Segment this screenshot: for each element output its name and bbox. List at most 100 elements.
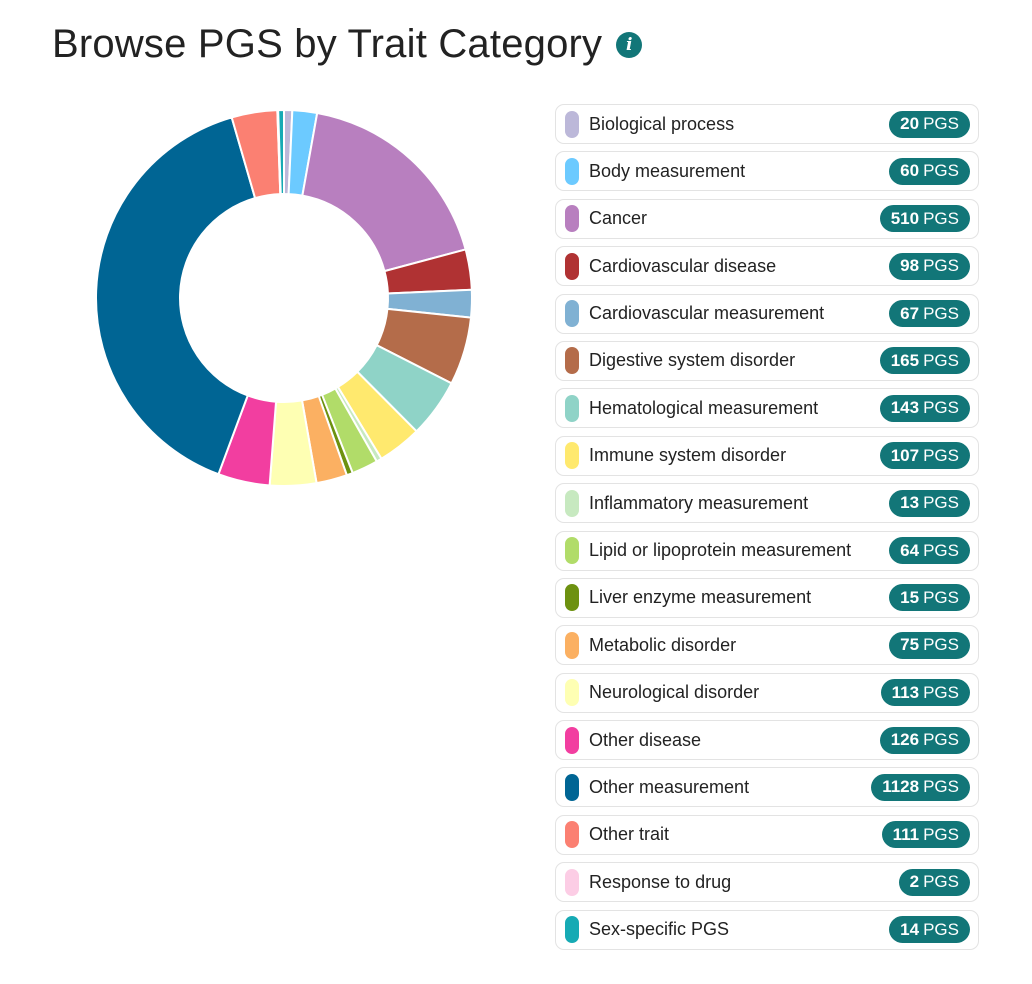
legend-label: Cancer — [589, 208, 648, 229]
count-value: 126 — [890, 730, 920, 750]
count-value: 60 — [900, 161, 920, 181]
count-unit: PGS — [923, 350, 959, 370]
count-value: 15 — [900, 587, 920, 607]
legend-item[interactable]: Biological process 20 PGS — [555, 104, 979, 144]
legend-swatch — [565, 394, 579, 422]
legend-swatch — [565, 300, 579, 328]
count-unit: PGS — [923, 682, 959, 702]
legend-label: Cardiovascular disease — [589, 255, 777, 276]
legend-item[interactable]: Cancer 510 PGS — [555, 198, 979, 239]
count-value: 67 — [900, 303, 920, 323]
count-value: 2 — [909, 872, 920, 892]
legend-swatch — [565, 773, 579, 801]
donut-slice[interactable] — [277, 108, 285, 196]
legend-item[interactable]: Immune system disorder 107 PGS — [555, 435, 979, 476]
count-badge: 113 PGS — [880, 679, 970, 707]
count-badge: 111 PGS — [881, 821, 970, 849]
legend-item[interactable]: Other trait 111 PGS — [555, 814, 979, 855]
legend-swatch — [565, 489, 579, 517]
legend-label: Body measurement — [589, 160, 746, 181]
legend-label: Cardiovascular measurement — [589, 303, 825, 324]
legend-label: Other measurement — [589, 776, 750, 797]
count-value: 13 — [900, 493, 920, 513]
category-legend: Biological process 20 PGS Body measurement 6… — [555, 104, 979, 957]
legend-item[interactable]: Digestive system disorder 165 PGS — [555, 340, 979, 381]
legend-swatch — [565, 537, 579, 565]
count-unit: PGS — [923, 540, 959, 560]
count-unit: PGS — [923, 445, 959, 465]
count-unit: PGS — [923, 777, 959, 797]
count-value: 20 — [900, 114, 920, 133]
count-badge: 67 PGS — [889, 300, 970, 328]
count-value: 1128 — [882, 777, 920, 797]
legend-label: Neurological disorder — [589, 682, 760, 703]
legend-item[interactable]: Sex-specific PGS 14 PGS — [555, 909, 979, 950]
count-badge: 64 PGS — [889, 537, 970, 565]
legend-label: Liver enzyme measurement — [589, 587, 812, 608]
legend-item[interactable]: Response to drug 2 PGS — [555, 862, 979, 903]
count-badge: 126 PGS — [879, 726, 970, 754]
count-badge: 98 PGS — [889, 252, 970, 280]
legend-item[interactable]: Liver enzyme measurement 15 PGS — [555, 577, 979, 618]
legend-label: Biological process — [589, 113, 735, 134]
page-title: Browse PGS by Trait Category — [52, 22, 603, 66]
legend-swatch — [565, 442, 579, 470]
count-badge: 60 PGS — [889, 157, 970, 185]
count-badge: 13 PGS — [889, 489, 970, 517]
count-value: 98 — [900, 256, 920, 276]
legend-item[interactable]: Body measurement 60 PGS — [555, 151, 979, 192]
count-badge: 107 PGS — [879, 442, 970, 470]
legend-label: Inflammatory measurement — [589, 492, 809, 513]
legend-item[interactable]: Inflammatory measurement 13 PGS — [555, 483, 979, 524]
donut-slices — [95, 108, 473, 487]
legend-item[interactable]: Hematological measurement 143 PGS — [555, 388, 979, 429]
legend-label: Sex-specific PGS — [589, 919, 730, 940]
count-value: 111 — [892, 824, 920, 844]
donut-slice[interactable] — [301, 111, 467, 273]
info-icon[interactable]: i — [616, 31, 643, 58]
count-unit: PGS — [923, 919, 959, 939]
legend-swatch — [565, 157, 579, 185]
legend-swatch — [565, 584, 579, 612]
legend-swatch — [565, 205, 579, 233]
count-unit: PGS — [923, 208, 959, 228]
count-badge: 143 PGS — [879, 394, 970, 422]
legend-swatch — [565, 821, 579, 849]
count-badge: 165 PGS — [879, 347, 970, 375]
count-value: 75 — [900, 635, 920, 655]
count-value: 107 — [890, 445, 920, 465]
legend-label: Other disease — [589, 729, 702, 750]
legend-item[interactable]: Other disease 126 PGS — [555, 720, 979, 761]
legend-label: Other trait — [589, 824, 670, 845]
count-badge: 14 PGS — [889, 916, 970, 944]
count-value: 510 — [890, 208, 920, 228]
legend-label: Digestive system disorder — [589, 350, 796, 371]
legend-swatch — [565, 868, 579, 896]
count-unit: PGS — [923, 635, 959, 655]
title-row: Browse PGS by Trait Category i — [52, 22, 643, 67]
legend-item[interactable]: Metabolic disorder 75 PGS — [555, 625, 979, 666]
legend-item[interactable]: Lipid or lipoprotein measurement 64 PGS — [555, 530, 979, 571]
count-badge: 1128 PGS — [871, 773, 970, 801]
legend-swatch — [565, 726, 579, 754]
donut-chart — [95, 108, 473, 487]
legend-item[interactable]: Cardiovascular disease 98 PGS — [555, 246, 979, 287]
legend-swatch — [565, 631, 579, 659]
count-unit: PGS — [923, 493, 959, 513]
count-value: 165 — [890, 350, 920, 370]
legend-item[interactable]: Neurological disorder 113 PGS — [555, 672, 979, 713]
legend-label: Immune system disorder — [589, 445, 787, 466]
count-unit: PGS — [923, 824, 959, 844]
count-badge: 75 PGS — [889, 631, 970, 659]
legend-item[interactable]: Cardiovascular measurement 67 PGS — [555, 293, 979, 334]
count-unit: PGS — [923, 872, 959, 892]
count-unit: PGS — [923, 730, 959, 750]
count-unit: PGS — [923, 587, 959, 607]
legend-item[interactable]: Other measurement 1128 PGS — [555, 767, 979, 808]
count-value: 143 — [890, 398, 920, 418]
legend-swatch — [565, 916, 579, 944]
donut-slice[interactable] — [95, 116, 257, 476]
count-unit: PGS — [923, 256, 959, 276]
legend-swatch — [565, 679, 579, 707]
count-value: 14 — [900, 919, 920, 939]
